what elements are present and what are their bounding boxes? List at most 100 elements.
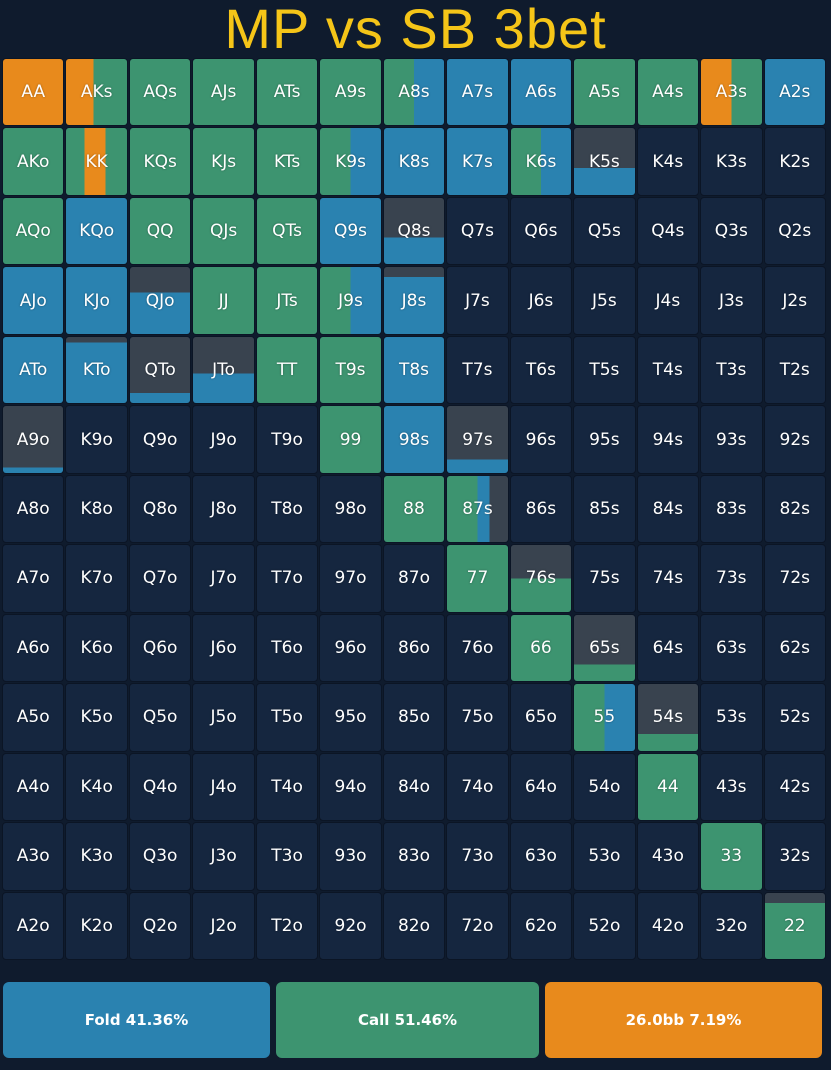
hand-frequency-fill — [510, 59, 572, 126]
hand-cell-K8s: K8s — [382, 127, 446, 196]
hand-label: A3o — [16, 846, 50, 867]
hand-label: J4o — [210, 776, 237, 797]
hand-cell-99: 99 — [319, 405, 382, 474]
hand-cell-33: 33 — [700, 822, 763, 891]
hand-cell-86o: 86o — [382, 613, 446, 683]
hand-label: 63s — [716, 637, 747, 658]
hand-cell-Q4o: Q4o — [128, 752, 192, 822]
hand-cell-74o: 74o — [446, 752, 509, 822]
hand-frequency-fill — [193, 267, 254, 334]
hand-label: 52s — [779, 707, 811, 728]
hand-label: J2s — [782, 290, 808, 311]
hand-cell-32o: 32o — [700, 891, 763, 960]
hand-label: T8s — [398, 360, 430, 381]
hand-cell-73o: 73o — [446, 822, 509, 891]
hand-label: 76s — [525, 568, 557, 589]
hand-cell-53s: 53s — [700, 683, 763, 752]
hand-cell-88: 88 — [382, 474, 446, 544]
hand-frequency-fill — [3, 128, 64, 195]
hand-cell-Q8s: Q8s — [382, 196, 446, 266]
hand-label: 99 — [339, 429, 362, 450]
hand-label: J9s — [338, 290, 363, 311]
hand-label: QJs — [209, 221, 238, 242]
hand-label: K3s — [715, 151, 747, 172]
hand-label: K4s — [652, 151, 684, 172]
hand-label: 92o — [334, 915, 367, 936]
hand-cell-J2s: J2s — [763, 266, 826, 335]
hand-label: Q4o — [142, 776, 178, 797]
hand-cell-Q5s: Q5s — [573, 196, 636, 266]
hand-frequency-fill — [320, 59, 381, 126]
hand-cell-74s: 74s — [636, 544, 700, 613]
hand-cell-J3o: J3o — [192, 822, 255, 891]
hand-label: 87s — [462, 498, 493, 519]
hand-label: 98s — [398, 429, 430, 450]
hand-cell-73s: 73s — [700, 544, 763, 613]
hand-label: K7s — [462, 151, 493, 172]
hand-label: TT — [276, 360, 298, 381]
hand-label: 32s — [779, 846, 811, 867]
hand-cell-Q4s: Q4s — [636, 196, 700, 266]
hand-cell-QTs: QTs — [255, 196, 319, 266]
hand-cell-A6o: A6o — [2, 613, 65, 683]
hand-cell-22: 22 — [763, 891, 826, 960]
hand-cell-43o: 43o — [636, 822, 700, 891]
hand-frequency-fill — [447, 128, 508, 195]
hand-cell-K5s: K5s — [573, 127, 636, 196]
hand-label: A6s — [525, 82, 557, 103]
hand-label: 83s — [716, 498, 747, 519]
hand-cell-82o: 82o — [382, 891, 446, 960]
hand-label: 62o — [524, 915, 557, 936]
hand-cell-K6o: K6o — [65, 613, 128, 683]
hand-label: J7s — [465, 290, 490, 311]
hand-cell-J9o: J9o — [192, 405, 255, 474]
hand-cell-96s: 96s — [509, 405, 573, 474]
hand-cell-AKs: AKs — [65, 58, 128, 127]
hand-label: T2o — [271, 915, 303, 936]
hand-label: 64o — [524, 776, 557, 797]
hand-label: JTs — [276, 290, 298, 311]
hand-label: 94s — [652, 429, 684, 450]
legend-raise: 26.0bb 7.19% — [545, 982, 822, 1058]
hand-cell-AA: AA — [2, 58, 65, 127]
hand-cell-K2o: K2o — [65, 891, 128, 960]
hand-label: Q5s — [587, 221, 621, 242]
hand-label: AQs — [143, 82, 177, 103]
hand-cell-72o: 72o — [446, 891, 509, 960]
hand-label: K9o — [80, 429, 113, 450]
hand-label: 22 — [783, 915, 806, 936]
hand-label: 53o — [588, 846, 621, 867]
hand-label: A2o — [16, 915, 50, 936]
hand-frequency-fill — [129, 267, 191, 334]
hand-frequency-fill — [129, 197, 191, 265]
hand-frequency-fill — [574, 59, 635, 126]
hand-cell-Q3o: Q3o — [128, 822, 192, 891]
hand-cell-T5o: T5o — [255, 683, 319, 752]
hand-frequency-fill — [574, 128, 635, 195]
hand-label: Q6o — [142, 637, 178, 658]
hand-label: A4o — [16, 776, 50, 797]
hand-label: J3s — [718, 290, 744, 311]
hand-cell-97s: 97s — [446, 405, 509, 474]
hand-cell-82s: 82s — [763, 474, 826, 544]
hand-label: K8s — [398, 151, 430, 172]
hand-cell-J4o: J4o — [192, 752, 255, 822]
hand-cell-62o: 62o — [509, 891, 573, 960]
hand-cell-43s: 43s — [700, 752, 763, 822]
hand-label: 97o — [334, 568, 367, 589]
hand-frequency-fill — [320, 197, 381, 265]
hand-label: T8o — [271, 498, 303, 519]
hand-cell-Q7o: Q7o — [128, 544, 192, 613]
hand-cell-Q7s: Q7s — [446, 196, 509, 266]
hand-cell-87o: 87o — [382, 544, 446, 613]
hand-label: QTo — [144, 360, 176, 381]
hand-frequency-fill — [320, 336, 381, 404]
hand-label: 42o — [651, 915, 684, 936]
hand-frequency-fill — [320, 406, 381, 473]
hand-label: 77 — [466, 568, 489, 589]
hand-cell-65s: 65s — [573, 613, 636, 683]
hand-frequency-fill — [383, 59, 445, 126]
hand-label: A4s — [652, 82, 684, 103]
hand-label: 84s — [652, 498, 684, 519]
hand-cell-AKo: AKo — [2, 127, 65, 196]
